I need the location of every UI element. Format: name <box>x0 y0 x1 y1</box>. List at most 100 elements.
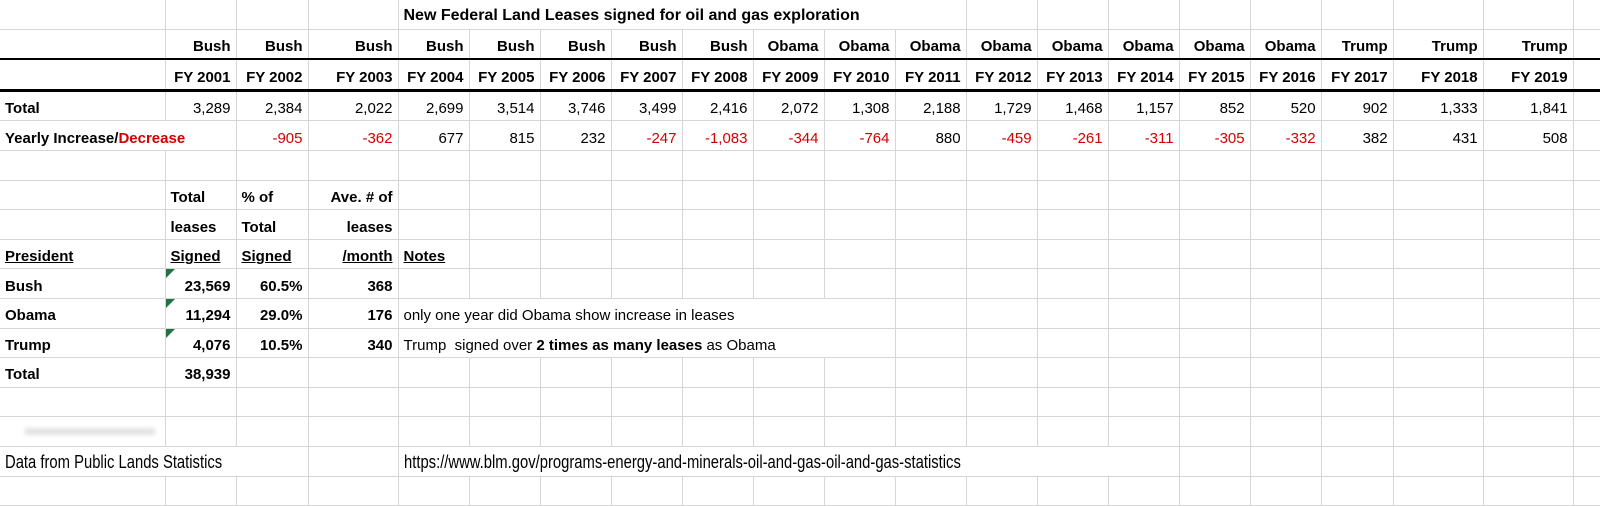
empty-cell[interactable] <box>236 0 309 30</box>
fy-header-cell[interactable]: FY 2016 <box>1250 59 1322 92</box>
total-value-cell[interactable]: 520 <box>1250 90 1322 122</box>
empty-cell[interactable] <box>1108 209 1180 240</box>
empty-cell[interactable] <box>165 387 237 418</box>
summary-total-cell[interactable]: 11,294 <box>165 298 237 329</box>
empty-cell[interactable] <box>966 0 1038 30</box>
empty-cell[interactable] <box>1573 59 1600 92</box>
summary-president-cell[interactable]: Trump <box>0 328 166 359</box>
empty-cell[interactable] <box>1573 298 1600 329</box>
empty-cell[interactable] <box>1179 387 1251 418</box>
president-header-cell[interactable]: Obama <box>1179 29 1251 61</box>
empty-cell[interactable] <box>1483 150 1574 181</box>
empty-cell[interactable] <box>1037 150 1109 181</box>
empty-cell[interactable] <box>1321 476 1394 506</box>
empty-cell[interactable] <box>895 387 967 418</box>
empty-cell[interactable] <box>1483 180 1574 211</box>
empty-cell[interactable] <box>1573 0 1600 30</box>
empty-cell[interactable] <box>824 150 896 181</box>
empty-cell[interactable] <box>1393 180 1484 211</box>
empty-cell[interactable] <box>1250 268 1322 299</box>
total-value-cell[interactable]: 1,841 <box>1483 90 1574 122</box>
empty-cell[interactable] <box>236 357 309 388</box>
empty-cell[interactable] <box>1573 476 1600 506</box>
empty-cell[interactable] <box>1037 268 1109 299</box>
empty-cell[interactable] <box>1573 446 1600 477</box>
empty-cell[interactable] <box>1321 150 1394 181</box>
empty-cell[interactable] <box>753 268 825 299</box>
empty-cell[interactable] <box>753 476 825 506</box>
empty-cell[interactable] <box>398 476 470 506</box>
president-header-cell[interactable]: Obama <box>966 29 1038 61</box>
empty-cell[interactable] <box>966 298 1038 329</box>
change-value-cell[interactable]: -459 <box>966 120 1038 151</box>
empty-cell[interactable] <box>895 150 967 181</box>
president-header-cell[interactable]: Obama <box>1037 29 1109 61</box>
empty-cell[interactable] <box>966 180 1038 211</box>
empty-cell[interactable] <box>611 150 683 181</box>
empty-cell[interactable] <box>753 239 825 270</box>
empty-cell[interactable] <box>1573 120 1600 151</box>
fy-header-cell[interactable]: FY 2009 <box>753 59 825 92</box>
empty-cell[interactable] <box>1483 387 1574 418</box>
empty-cell[interactable] <box>1250 150 1322 181</box>
empty-cell[interactable] <box>611 387 683 418</box>
empty-cell[interactable] <box>1250 180 1322 211</box>
empty-cell[interactable] <box>1037 0 1109 30</box>
empty-cell[interactable] <box>753 209 825 240</box>
empty-cell[interactable] <box>1393 387 1484 418</box>
total-row-label[interactable]: Total <box>0 90 166 122</box>
empty-cell[interactable] <box>0 387 166 418</box>
change-value-cell[interactable]: 815 <box>469 120 541 151</box>
fy-header-cell[interactable]: FY 2002 <box>236 59 309 92</box>
empty-cell[interactable] <box>540 476 612 506</box>
empty-cell[interactable] <box>1393 209 1484 240</box>
empty-cell[interactable] <box>1573 268 1600 299</box>
empty-cell[interactable] <box>165 416 237 447</box>
empty-cell[interactable] <box>0 59 166 92</box>
empty-cell[interactable] <box>1037 298 1109 329</box>
change-value-cell[interactable]: -332 <box>1250 120 1322 151</box>
empty-cell[interactable] <box>611 416 683 447</box>
note-cell-trump[interactable]: Trump signed over 2 times as many leases… <box>398 328 896 359</box>
empty-cell[interactable] <box>1393 476 1484 506</box>
empty-cell[interactable] <box>682 180 754 211</box>
empty-cell[interactable] <box>1108 268 1180 299</box>
total-value-cell[interactable]: 3,499 <box>611 90 683 122</box>
empty-cell[interactable] <box>753 180 825 211</box>
change-value-cell[interactable]: 232 <box>540 120 612 151</box>
empty-cell[interactable] <box>469 150 541 181</box>
fy-header-cell[interactable]: FY 2001 <box>165 59 237 92</box>
empty-cell[interactable] <box>1573 29 1600 61</box>
empty-cell[interactable] <box>1573 150 1600 181</box>
empty-cell[interactable] <box>1321 268 1394 299</box>
empty-cell[interactable] <box>1483 328 1574 359</box>
empty-cell[interactable] <box>1250 298 1322 329</box>
total-value-cell[interactable]: 902 <box>1321 90 1394 122</box>
note-cell-obama[interactable]: only one year did Obama show increase in… <box>398 298 896 329</box>
empty-cell[interactable] <box>540 239 612 270</box>
summary-header-total-3[interactable]: Signed <box>165 239 237 270</box>
empty-cell[interactable] <box>1393 298 1484 329</box>
empty-cell[interactable] <box>895 476 967 506</box>
summary-header-avg-3[interactable]: /month <box>308 239 399 270</box>
summary-header-avg-1[interactable]: Ave. # of <box>308 180 399 211</box>
summary-header-total-1[interactable]: Total <box>165 180 237 211</box>
fy-header-cell[interactable]: FY 2015 <box>1179 59 1251 92</box>
empty-cell[interactable] <box>0 180 166 211</box>
summary-header-avg-2[interactable]: leases <box>308 209 399 240</box>
empty-cell[interactable] <box>1250 387 1322 418</box>
empty-cell[interactable] <box>1037 209 1109 240</box>
fy-header-cell[interactable]: FY 2017 <box>1321 59 1394 92</box>
empty-cell[interactable] <box>966 328 1038 359</box>
empty-cell[interactable] <box>1483 209 1574 240</box>
empty-cell[interactable] <box>308 387 399 418</box>
empty-cell[interactable] <box>1321 209 1394 240</box>
empty-cell[interactable] <box>1393 268 1484 299</box>
empty-cell[interactable] <box>1250 357 1322 388</box>
president-header-cell[interactable]: Obama <box>824 29 896 61</box>
empty-cell[interactable] <box>1393 150 1484 181</box>
empty-cell[interactable] <box>1321 357 1394 388</box>
empty-cell[interactable] <box>540 180 612 211</box>
empty-cell[interactable] <box>1321 298 1394 329</box>
president-header-cell[interactable]: Obama <box>1108 29 1180 61</box>
